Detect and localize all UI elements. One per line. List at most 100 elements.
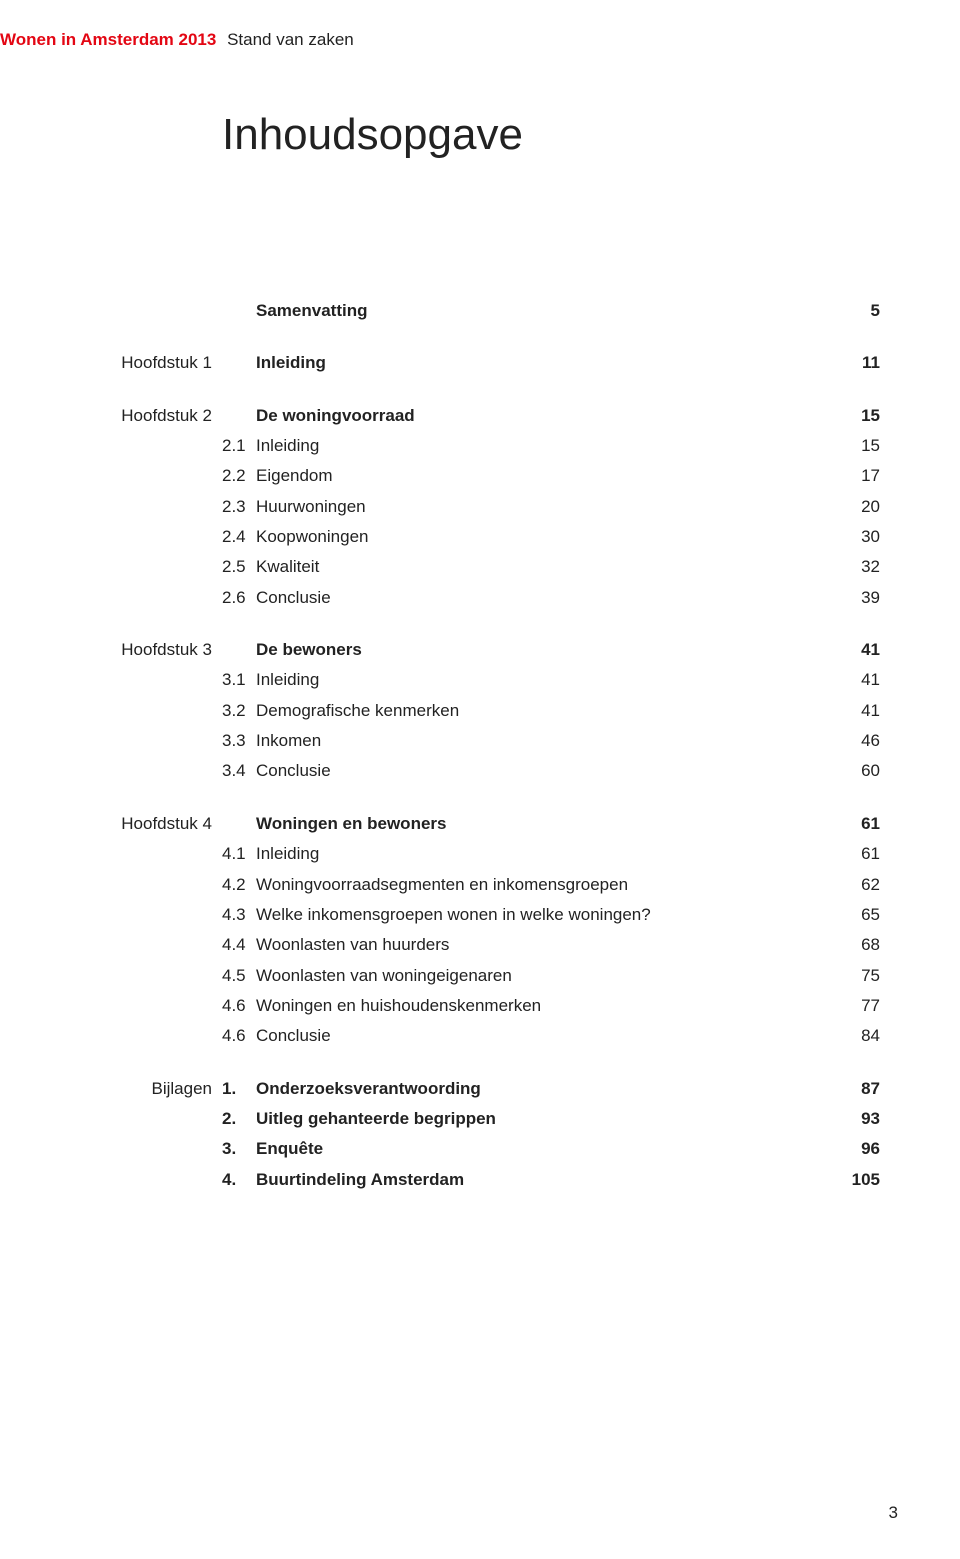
toc-entry-page: 84 [830,1023,880,1049]
toc-entry-number: 3.3 [222,728,256,754]
toc-entry-text: Enquête [256,1136,830,1162]
toc-row: 4.5Woonlasten van woningeigenaren75 [100,963,880,989]
toc-entry-text: Eigendom [256,463,830,489]
toc-entry-number: 2.4 [222,524,256,550]
page-title: Inhoudsopgave [222,110,523,160]
toc-entry-page: 105 [830,1167,880,1193]
toc-entry-page: 87 [830,1076,880,1102]
toc-entry-text: Inleiding [256,433,830,459]
toc-row-head: Hoofdstuk 4 Woningen en bewoners61 [100,811,880,837]
toc-entry-page: 39 [830,585,880,611]
toc-entry-text: Woonlasten van huurders [256,932,830,958]
toc-row: 2.Uitleg gehanteerde begrippen93 [100,1106,880,1132]
document-header: Wonen in Amsterdam 2013 Stand van zaken [0,30,354,50]
toc-entry-page: 17 [830,463,880,489]
toc-entry-text: Huurwoningen [256,494,830,520]
toc-entry-text: Woningvoorraadsegmenten en inkomensgroep… [256,872,830,898]
toc-row: 4.Buurtindeling Amsterdam105 [100,1167,880,1193]
toc-entry-page: 96 [830,1136,880,1162]
subtitle: Stand van zaken [227,30,354,49]
toc-entry-number: 4.3 [222,902,256,928]
toc-entry-page: 32 [830,554,880,580]
toc-entry-page: 65 [830,902,880,928]
toc-entry-text: Inleiding [256,350,830,376]
toc-entry-text: Uitleg gehanteerde begrippen [256,1106,830,1132]
toc-row: 2.5Kwaliteit32 [100,554,880,580]
toc-entry-number: 3.4 [222,758,256,784]
toc-entry-text: Woningen en huishoudenskenmerken [256,993,830,1019]
toc-row: 2.4Koopwoningen30 [100,524,880,550]
toc-entry-number: 3.1 [222,667,256,693]
toc-entry-number: 3. [222,1136,256,1162]
toc-entry-page: 46 [830,728,880,754]
toc-entry-page: 68 [830,932,880,958]
toc-entry-text: Woningen en bewoners [256,811,830,837]
toc-entry-number: 2.2 [222,463,256,489]
toc-entry-text: Inleiding [256,667,830,693]
toc-chapter-label: Hoofdstuk 4 [100,811,222,837]
toc-entry-text: Woonlasten van woningeigenaren [256,963,830,989]
toc-entry-number: 2. [222,1106,256,1132]
toc-section: Bijlagen1.Onderzoeksverantwoording87 2.Ui… [100,1076,880,1193]
toc-row: 4.6Woningen en huishoudenskenmerken77 [100,993,880,1019]
toc-row: 4.4Woonlasten van huurders68 [100,932,880,958]
toc-section: Hoofdstuk 3De bewoners413.1Inleiding413.… [100,637,880,785]
toc-row: 3.3Inkomen46 [100,728,880,754]
toc-row: 2.2Eigendom17 [100,463,880,489]
toc-entry-text: Inkomen [256,728,830,754]
toc-entry-number: 4.2 [222,872,256,898]
toc-entry-text: Onderzoeksverantwoording [256,1076,830,1102]
toc-chapter-label: Hoofdstuk 2 [100,403,222,429]
table-of-contents: Samenvatting5Hoofdstuk 1Inleiding11Hoofd… [100,298,880,1219]
toc-entry-page: 15 [830,433,880,459]
toc-entry-text: Koopwoningen [256,524,830,550]
toc-chapter-label: Hoofdstuk 3 [100,637,222,663]
toc-entry-page: 62 [830,872,880,898]
toc-entry-number: 2.5 [222,554,256,580]
toc-row: 3.1Inleiding41 [100,667,880,693]
toc-row: 4.3Welke inkomensgroepen wonen in welke … [100,902,880,928]
toc-entry-text: Conclusie [256,758,830,784]
toc-entry-text: De woningvoorraad [256,403,830,429]
toc-entry-page: 93 [830,1106,880,1132]
toc-entry-number: 4.5 [222,963,256,989]
toc-entry-page: 41 [830,637,880,663]
toc-entry-page: 11 [830,350,880,376]
toc-section: Samenvatting5 [100,298,880,324]
toc-entry-number: 4.4 [222,932,256,958]
toc-row-head: Hoofdstuk 2 De woningvoorraad15 [100,403,880,429]
toc-section: Hoofdstuk 2 De woningvoorraad15 2.1Inleidi… [100,403,880,611]
toc-entry-page: 77 [830,993,880,1019]
toc-row: Bijlagen1.Onderzoeksverantwoording87 [100,1076,880,1102]
toc-entry-number: 3.2 [222,698,256,724]
toc-chapter-label: Bijlagen [100,1076,222,1102]
toc-chapter-label: Hoofdstuk 1 [100,350,222,376]
toc-entry-text: Conclusie [256,1023,830,1049]
toc-entry-text: Kwaliteit [256,554,830,580]
toc-row: 2.6Conclusie39 [100,585,880,611]
toc-row: 4.1Inleiding61 [100,841,880,867]
toc-entry-number: 4.6 [222,1023,256,1049]
brand-title: Wonen in Amsterdam 2013 [0,30,216,49]
toc-entry-number: 2.1 [222,433,256,459]
toc-entry-page: 15 [830,403,880,429]
toc-entry-text: Buurtindeling Amsterdam [256,1167,830,1193]
toc-entry-page: 75 [830,963,880,989]
toc-entry-number: 4.1 [222,841,256,867]
toc-entry-page: 61 [830,811,880,837]
toc-row: 3.2Demografische kenmerken41 [100,698,880,724]
toc-row: 2.3Huurwoningen20 [100,494,880,520]
toc-section: Hoofdstuk 4Woningen en bewoners614.1Inle… [100,811,880,1050]
toc-entry-page: 61 [830,841,880,867]
toc-entry-page: 41 [830,698,880,724]
toc-entry-number: 2.3 [222,494,256,520]
toc-entry-number: 4. [222,1167,256,1193]
toc-section: Hoofdstuk 1 Inleiding11 [100,350,880,376]
toc-entry-text: Samenvatting [256,298,830,324]
toc-entry-text: Conclusie [256,585,830,611]
page: Wonen in Amsterdam 2013 Stand van zaken … [0,0,960,1559]
toc-row-head: Hoofdstuk 3De bewoners41 [100,637,880,663]
toc-row-head: Hoofdstuk 1 Inleiding11 [100,350,880,376]
toc-entry-page: 41 [830,667,880,693]
toc-entry-text: Inleiding [256,841,830,867]
